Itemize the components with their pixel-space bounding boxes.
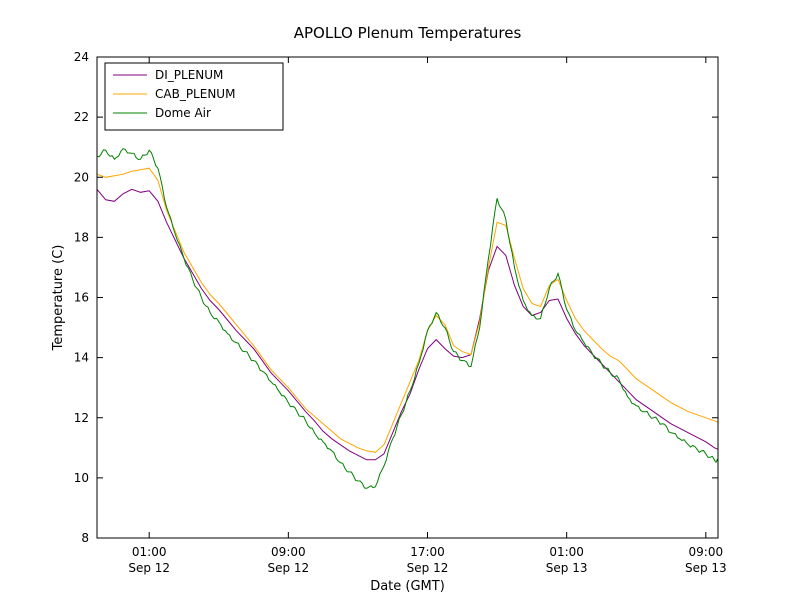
x-tick-date-label: Sep 13 [685, 561, 727, 575]
y-axis-label: Temperature (C) [51, 245, 66, 352]
x-tick-time-label: 09:00 [271, 545, 306, 559]
x-tick-date-label: Sep 13 [546, 561, 588, 575]
x-tick-date-label: Sep 12 [128, 561, 170, 575]
y-tick-label: 24 [74, 50, 89, 64]
y-tick-label: 10 [74, 471, 89, 485]
axes: 8 10 12 14 16 18 20 22 24 01:00 Sep 12 09:00 Sep 12 1… [74, 50, 727, 575]
x-tick-date-label: Sep 12 [407, 561, 449, 575]
y-tick-label: 18 [74, 230, 89, 244]
x-axis-label: Date (GMT) [370, 579, 445, 594]
x-tick-time-label: 01:00 [549, 545, 584, 559]
x-tick-time-label: 01:00 [132, 545, 167, 559]
y-tick-label: 8 [81, 531, 89, 545]
x-tick-time-label: 17:00 [410, 545, 445, 559]
x-tick-time-label: 09:00 [689, 545, 724, 559]
legend-box [104, 62, 284, 131]
chart-title: APOLLO Plenum Temperatures [294, 24, 522, 42]
x-tick-date-label: Sep 12 [267, 561, 309, 575]
y-tick-label: 22 [74, 110, 89, 124]
series-line-dome-air [96, 148, 719, 489]
legend-label: CAB_PLENUM [155, 87, 235, 101]
y-tick-label: 16 [74, 291, 89, 305]
legend-label: DI_PLENUM [155, 68, 223, 82]
series-line-cab-plenum [96, 167, 719, 453]
y-tick-label: 14 [74, 351, 89, 365]
y-tick-label: 20 [74, 170, 89, 184]
y-tick-label: 12 [74, 411, 89, 425]
legend: DI_PLENUM CAB_PLENUM Dome Air [104, 62, 284, 131]
plot-series [96, 148, 719, 489]
legend-label: Dome Air [155, 106, 211, 120]
series-line-di-plenum [96, 188, 719, 461]
